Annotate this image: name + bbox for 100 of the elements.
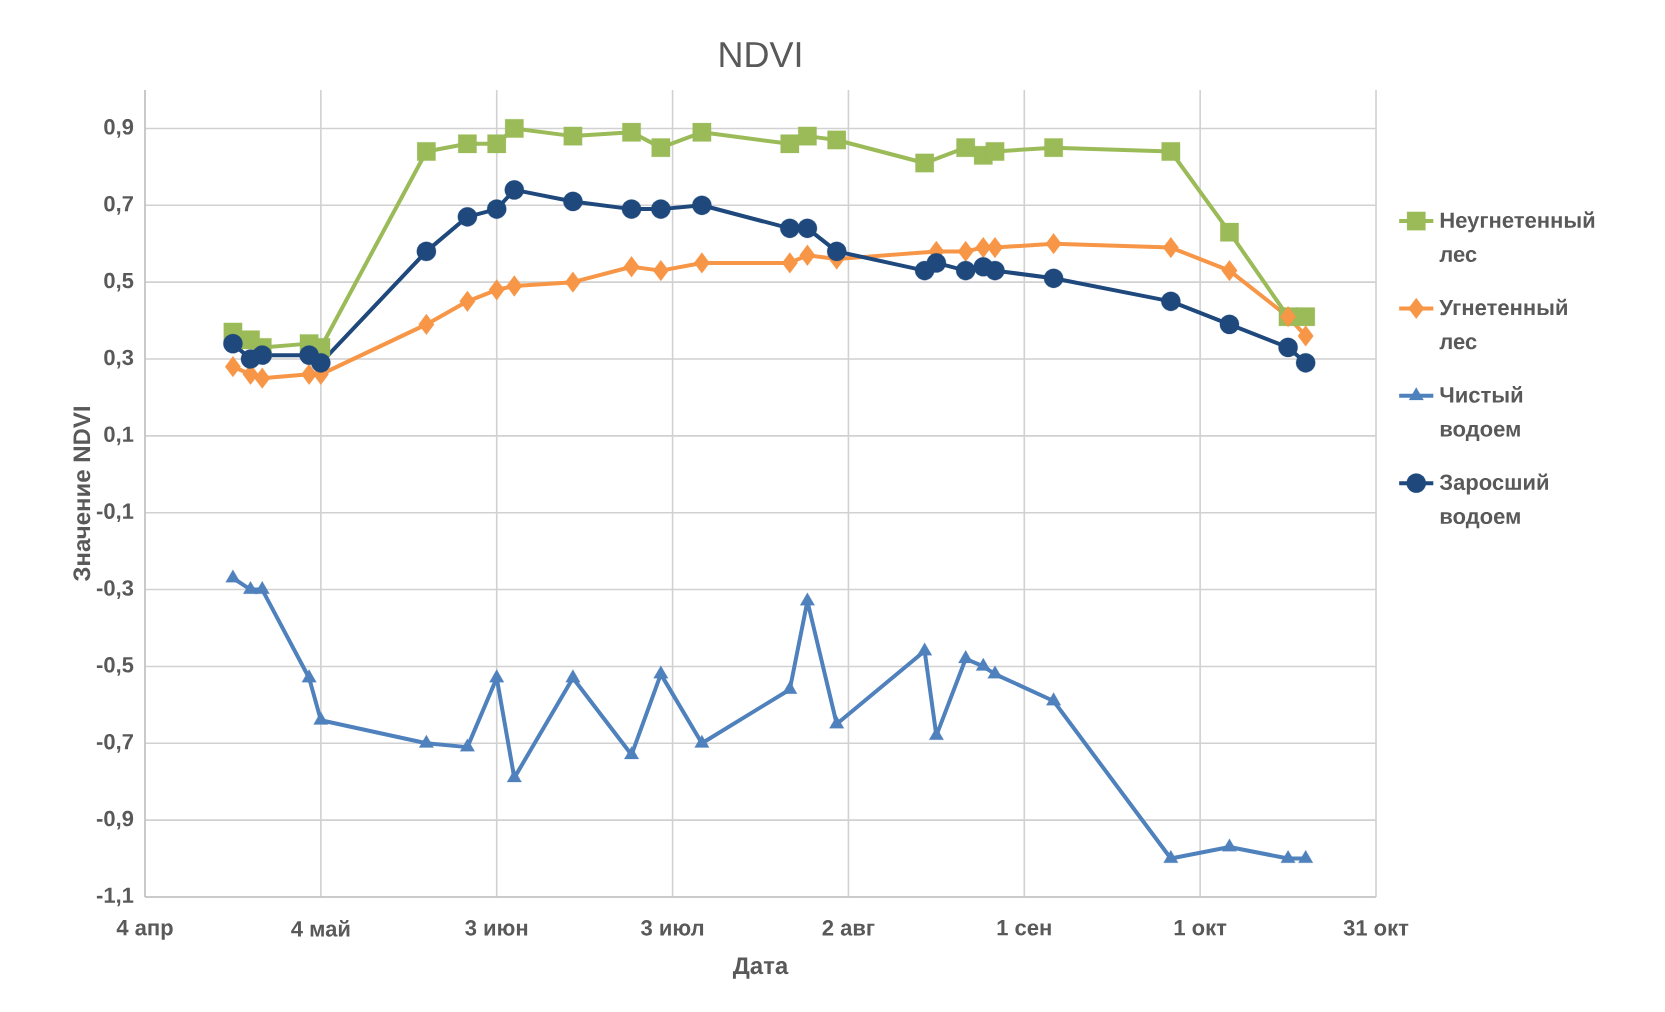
y-axis-title: Значение NDVI <box>73 407 91 582</box>
point <box>693 252 710 274</box>
legend-label: Заросший водоем <box>1439 473 1548 529</box>
point <box>826 241 847 262</box>
point <box>460 738 475 752</box>
legend-label: Угнетенный лес <box>1439 298 1567 350</box>
y-tick-label: -0,1 <box>96 503 134 523</box>
point <box>1280 850 1296 863</box>
point <box>1298 850 1314 863</box>
x-tick-label: 2 авг <box>822 920 875 936</box>
x-tick-label: 1 сен <box>997 920 1051 936</box>
point <box>418 313 435 335</box>
point <box>223 333 243 354</box>
y-tick-label: -0,7 <box>96 733 133 753</box>
point <box>694 734 710 748</box>
point <box>504 180 525 200</box>
point <box>956 138 975 157</box>
x-tick-label: 31 окт <box>1343 920 1409 936</box>
point <box>487 199 507 219</box>
point <box>565 669 581 683</box>
point <box>985 260 1005 281</box>
point <box>1163 850 1179 863</box>
point <box>301 669 317 683</box>
point <box>780 218 800 239</box>
point <box>926 253 947 273</box>
point <box>254 367 271 389</box>
x-tick-label: 3 июл <box>641 920 704 936</box>
point <box>313 711 329 725</box>
point <box>1222 838 1237 852</box>
point <box>489 669 505 683</box>
point <box>254 581 270 594</box>
x-tick-label: 4 май <box>291 920 350 937</box>
point <box>1278 337 1298 358</box>
point <box>797 218 818 239</box>
y-tick-label: 0,5 <box>104 272 134 292</box>
point <box>1044 138 1063 157</box>
point <box>623 256 640 278</box>
x-tick-label: 1 окт <box>1174 920 1227 936</box>
point <box>653 665 669 679</box>
point <box>987 237 1003 259</box>
point <box>1045 233 1062 255</box>
point <box>1046 692 1061 706</box>
point <box>252 345 272 365</box>
point <box>955 260 976 281</box>
point <box>459 290 476 312</box>
point <box>780 134 800 154</box>
point <box>563 191 583 212</box>
point <box>506 275 523 297</box>
legend-label: Чистый водоем <box>1440 386 1523 441</box>
point <box>782 680 798 694</box>
point <box>565 271 581 293</box>
point <box>800 592 815 606</box>
y-tick-label: -0,3 <box>96 580 134 599</box>
y-tick-label: 0,1 <box>104 426 134 446</box>
point <box>418 734 434 748</box>
point <box>651 199 671 219</box>
y-tick-label: -1,1 <box>96 887 134 907</box>
point <box>311 353 331 373</box>
point <box>692 122 712 142</box>
point <box>917 642 933 656</box>
y-tick-label: 0,7 <box>104 195 133 215</box>
point <box>621 199 642 219</box>
point <box>975 237 992 259</box>
point <box>487 134 507 154</box>
point <box>915 153 934 173</box>
x-tick-label: 3 июн <box>465 920 528 936</box>
y-tick-label: 0,3 <box>104 349 134 369</box>
point <box>1297 325 1314 347</box>
point <box>225 569 241 583</box>
chart-title: NDVI <box>720 42 801 67</box>
point <box>827 130 847 150</box>
point <box>1161 142 1181 161</box>
point <box>243 581 258 594</box>
point <box>457 207 478 227</box>
y-tick-label: -0,9 <box>96 810 134 830</box>
point <box>1161 291 1181 312</box>
point <box>1219 314 1240 335</box>
point <box>622 122 641 142</box>
point <box>798 126 817 146</box>
point <box>624 746 639 760</box>
point <box>1295 353 1316 373</box>
point <box>417 142 436 161</box>
y-tick-label: -0,5 <box>96 657 134 676</box>
point <box>957 240 974 262</box>
point <box>799 244 816 266</box>
point <box>1221 260 1238 282</box>
point <box>1162 237 1179 259</box>
point <box>1220 222 1239 242</box>
point <box>829 715 845 729</box>
y-tick-label: 0,9 <box>104 119 134 138</box>
point <box>1296 307 1315 327</box>
point <box>488 279 505 301</box>
point <box>985 142 1005 161</box>
point <box>958 650 974 664</box>
point <box>458 134 477 154</box>
point <box>563 126 583 146</box>
point <box>1043 268 1064 289</box>
point <box>506 769 522 783</box>
point <box>652 260 669 282</box>
x-axis-title: Дата <box>732 957 789 979</box>
